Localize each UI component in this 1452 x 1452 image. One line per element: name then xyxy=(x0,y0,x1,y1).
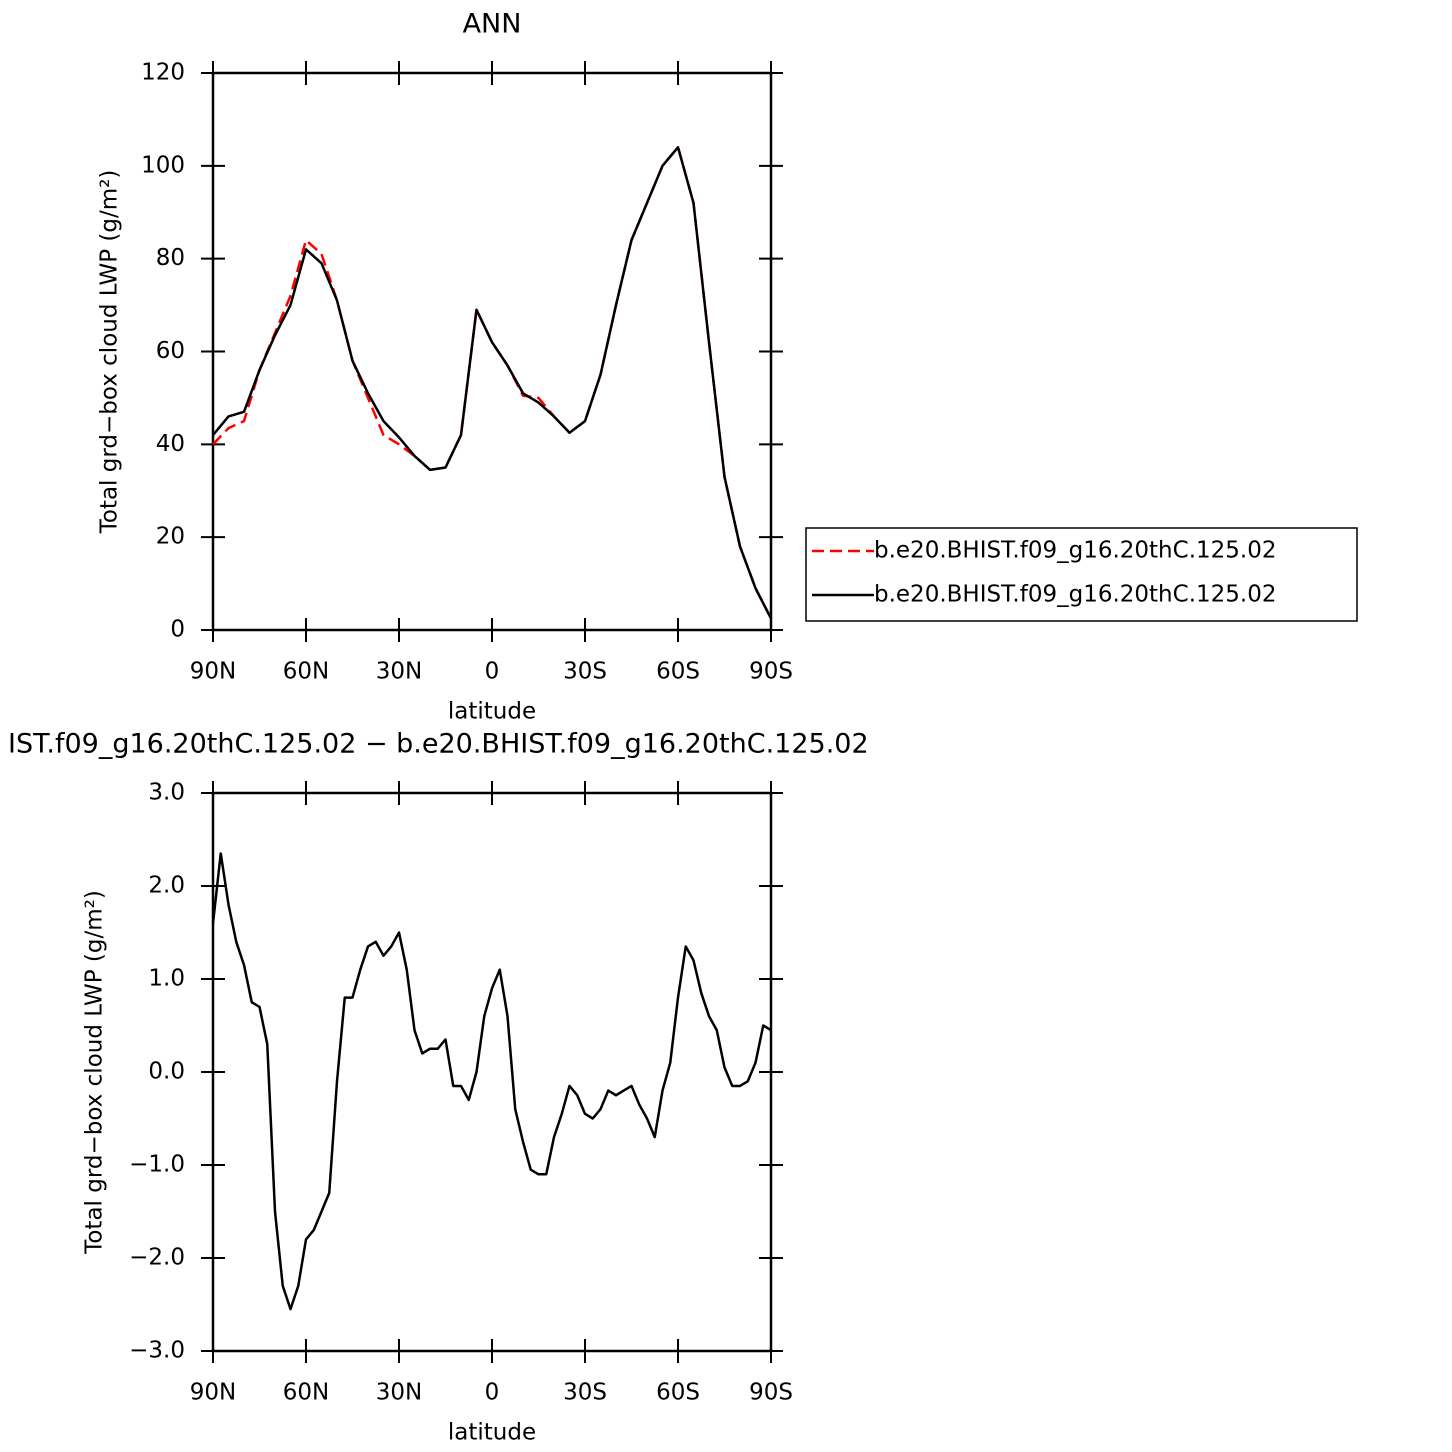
chart-title: ANN xyxy=(463,9,522,40)
y-tick-label: −1.0 xyxy=(129,1152,185,1178)
y-tick-label: 1.0 xyxy=(148,966,185,992)
y-axis-label: Total grd−box cloud LWP (g/m²) xyxy=(82,890,108,1255)
y-tick-label: 80 xyxy=(156,245,185,271)
data-line xyxy=(211,852,772,1311)
x-tick-label: 60N xyxy=(283,1380,329,1406)
y-tick-label: −2.0 xyxy=(129,1245,185,1271)
x-tick-label: 60S xyxy=(656,1380,700,1406)
x-tick-label: 30S xyxy=(563,659,607,685)
x-tick-label: 60N xyxy=(283,659,329,685)
x-tick-label: 0 xyxy=(485,1380,500,1406)
x-axis-label: latitude xyxy=(448,699,536,725)
x-tick-label: 30N xyxy=(376,1380,422,1406)
x-tick-label: 90S xyxy=(749,1380,793,1406)
x-tick-label: 60S xyxy=(656,659,700,685)
x-tick-label: 90N xyxy=(190,1380,236,1406)
y-tick-label: 60 xyxy=(156,338,185,364)
y-tick-label: 0.0 xyxy=(148,1059,185,1085)
legend-box xyxy=(805,527,1358,622)
legend-label: b.e20.BHIST.f09_g16.20thC.125.02 xyxy=(874,538,1276,564)
y-tick-label: 3.0 xyxy=(148,780,185,806)
y-axis-label: Total grd−box cloud LWP (g/m²) xyxy=(97,170,123,535)
y-tick-label: 0 xyxy=(170,617,185,643)
x-axis-label: latitude xyxy=(448,1420,536,1446)
y-tick-label: 2.0 xyxy=(148,873,185,899)
x-tick-label: 30S xyxy=(563,1380,607,1406)
y-tick-label: 20 xyxy=(156,524,185,550)
plot-frame xyxy=(211,71,773,632)
plot-frame xyxy=(211,791,773,1353)
y-tick-label: 40 xyxy=(156,431,185,457)
x-tick-label: 90S xyxy=(749,659,793,685)
legend-label: b.e20.BHIST.f09_g16.20thC.125.02 xyxy=(874,582,1276,608)
y-tick-label: 120 xyxy=(141,60,185,86)
data-line xyxy=(212,146,773,619)
x-tick-label: 0 xyxy=(485,659,500,685)
x-tick-label: 90N xyxy=(190,659,236,685)
y-tick-label: 100 xyxy=(141,152,185,178)
y-tick-label: −3.0 xyxy=(129,1338,185,1364)
data-line xyxy=(212,146,773,619)
x-tick-label: 30N xyxy=(376,659,422,685)
chart-title: IST.f09_g16.20thC.125.02 − b.e20.BHIST.f… xyxy=(8,729,869,760)
